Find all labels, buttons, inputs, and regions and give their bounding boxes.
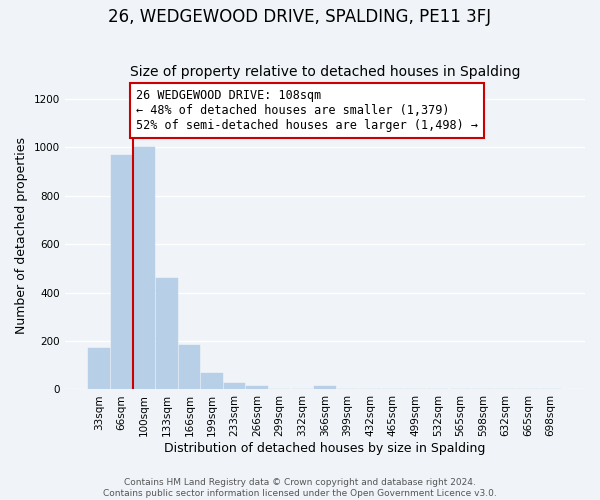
Bar xyxy=(133,148,155,390)
X-axis label: Distribution of detached houses by size in Spalding: Distribution of detached houses by size … xyxy=(164,442,485,455)
Bar xyxy=(111,154,133,390)
Bar xyxy=(314,386,335,390)
Bar xyxy=(247,386,268,390)
Y-axis label: Number of detached properties: Number of detached properties xyxy=(15,138,28,334)
Title: Size of property relative to detached houses in Spalding: Size of property relative to detached ho… xyxy=(130,66,520,80)
Bar xyxy=(224,384,245,390)
Text: Contains HM Land Registry data © Crown copyright and database right 2024.
Contai: Contains HM Land Registry data © Crown c… xyxy=(103,478,497,498)
Bar xyxy=(156,278,178,390)
Bar xyxy=(201,372,223,390)
Bar xyxy=(179,344,200,390)
Text: 26, WEDGEWOOD DRIVE, SPALDING, PE11 3FJ: 26, WEDGEWOOD DRIVE, SPALDING, PE11 3FJ xyxy=(109,8,491,26)
Text: 26 WEDGEWOOD DRIVE: 108sqm
← 48% of detached houses are smaller (1,379)
52% of s: 26 WEDGEWOOD DRIVE: 108sqm ← 48% of deta… xyxy=(136,90,478,132)
Bar xyxy=(88,348,110,390)
